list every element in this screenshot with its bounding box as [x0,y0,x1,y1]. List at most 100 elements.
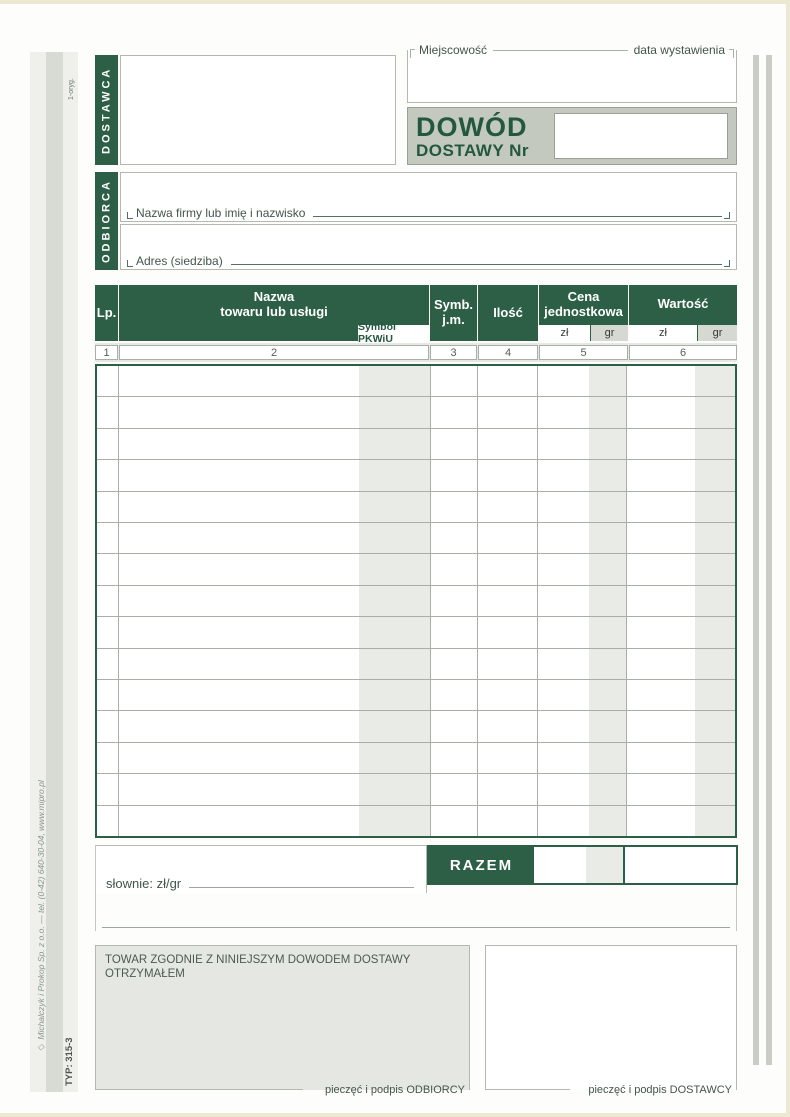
table-row[interactable] [97,585,735,618]
supplier-info-field[interactable] [120,55,396,165]
table-row[interactable] [97,648,735,681]
table-cell-nazwa[interactable] [119,460,359,490]
table-cell-cena-gr[interactable] [589,428,626,460]
table-cell-wart-gr[interactable] [695,397,735,428]
table-cell-cena-gr[interactable] [589,617,626,648]
table-cell-symb[interactable] [430,805,477,837]
table-cell-wart-zl[interactable] [626,491,695,523]
table-cell-wart-zl[interactable] [626,366,695,397]
table-cell-lp[interactable] [97,711,119,742]
table-cell-pkwiu[interactable] [359,585,430,617]
table-cell-cena-gr[interactable] [589,397,626,428]
table-cell-ilosc[interactable] [477,617,537,648]
table-cell-lp[interactable] [97,397,119,428]
table-cell-wart-gr[interactable] [695,585,735,617]
table-cell-wart-gr[interactable] [695,680,735,711]
table-cell-symb[interactable] [430,554,477,585]
table-cell-cena-zl[interactable] [537,711,589,742]
table-row[interactable] [97,617,735,649]
table-cell-lp[interactable] [97,805,119,837]
table-cell-ilosc[interactable] [477,366,537,397]
table-cell-ilosc[interactable] [477,742,537,774]
table-cell-nazwa[interactable] [119,554,359,584]
table-cell-symb[interactable] [430,742,477,774]
table-cell-nazwa[interactable] [119,366,359,396]
table-cell-cena-zl[interactable] [537,585,589,617]
razem-zl-field[interactable] [534,847,586,883]
table-cell-wart-gr[interactable] [695,774,735,805]
table-cell-wart-zl[interactable] [626,711,695,742]
table-cell-ilosc[interactable] [477,554,537,585]
table-cell-nazwa[interactable] [119,429,359,459]
table-cell-pkwiu[interactable] [359,711,430,742]
razem-wartosc-field[interactable] [623,847,736,883]
table-cell-nazwa[interactable] [119,649,359,679]
table-cell-cena-zl[interactable] [537,648,589,680]
table-cell-symb[interactable] [430,523,477,554]
place-date-field[interactable]: Miejscowość data wystawienia [407,43,737,103]
table-cell-pkwiu[interactable] [359,397,430,428]
razem-gr-field[interactable] [586,847,623,883]
table-cell-pkwiu[interactable] [359,554,430,585]
table-cell-cena-gr[interactable] [589,366,626,397]
table-cell-nazwa[interactable] [119,617,359,647]
table-cell-wart-gr[interactable] [695,366,735,397]
table-row[interactable] [97,711,735,743]
table-cell-ilosc[interactable] [477,523,537,554]
table-row[interactable] [97,523,735,555]
table-cell-wart-gr[interactable] [695,491,735,523]
table-cell-ilosc[interactable] [477,711,537,742]
table-cell-lp[interactable] [97,460,119,491]
table-row[interactable] [97,680,735,712]
table-cell-cena-zl[interactable] [537,805,589,837]
table-cell-wart-zl[interactable] [626,805,695,837]
table-cell-symb[interactable] [430,397,477,428]
table-cell-cena-zl[interactable] [537,774,589,805]
table-cell-ilosc[interactable] [477,491,537,523]
table-cell-wart-zl[interactable] [626,617,695,648]
table-cell-cena-gr[interactable] [589,805,626,837]
table-cell-wart-gr[interactable] [695,460,735,491]
table-cell-cena-zl[interactable] [537,460,589,491]
table-cell-cena-gr[interactable] [589,680,626,711]
table-cell-lp[interactable] [97,648,119,680]
table-cell-nazwa[interactable] [119,523,359,553]
table-cell-wart-zl[interactable] [626,523,695,554]
table-cell-lp[interactable] [97,366,119,397]
recipient-address-field[interactable]: Adres (siedziba) [120,224,737,270]
table-cell-symb[interactable] [430,428,477,460]
table-cell-pkwiu[interactable] [359,491,430,523]
table-cell-nazwa[interactable] [119,680,359,710]
table-cell-ilosc[interactable] [477,428,537,460]
table-cell-wart-gr[interactable] [695,523,735,554]
table-cell-lp[interactable] [97,617,119,648]
table-row[interactable] [97,397,735,429]
table-cell-pkwiu[interactable] [359,648,430,680]
table-cell-ilosc[interactable] [477,774,537,805]
table-cell-wart-zl[interactable] [626,554,695,585]
table-cell-wart-gr[interactable] [695,711,735,742]
table-cell-cena-gr[interactable] [589,648,626,680]
table-cell-nazwa[interactable] [119,586,359,616]
table-cell-pkwiu[interactable] [359,774,430,805]
table-cell-wart-zl[interactable] [626,460,695,491]
table-cell-symb[interactable] [430,711,477,742]
table-cell-lp[interactable] [97,523,119,554]
table-cell-lp[interactable] [97,491,119,523]
slownie-box[interactable]: słownie: zł/gr [96,845,427,893]
table-cell-wart-gr[interactable] [695,648,735,680]
table-cell-cena-zl[interactable] [537,397,589,428]
table-cell-cena-gr[interactable] [589,742,626,774]
table-cell-cena-zl[interactable] [537,680,589,711]
table-cell-lp[interactable] [97,742,119,774]
table-cell-pkwiu[interactable] [359,366,430,397]
table-cell-wart-zl[interactable] [626,648,695,680]
table-cell-ilosc[interactable] [477,805,537,837]
recipient-name-field[interactable]: Nazwa firmy lub imię i nazwisko [120,172,737,222]
table-cell-pkwiu[interactable] [359,523,430,554]
table-cell-wart-zl[interactable] [626,680,695,711]
table-cell-wart-zl[interactable] [626,742,695,774]
table-cell-cena-gr[interactable] [589,523,626,554]
table-cell-cena-gr[interactable] [589,711,626,742]
table-cell-lp[interactable] [97,554,119,585]
